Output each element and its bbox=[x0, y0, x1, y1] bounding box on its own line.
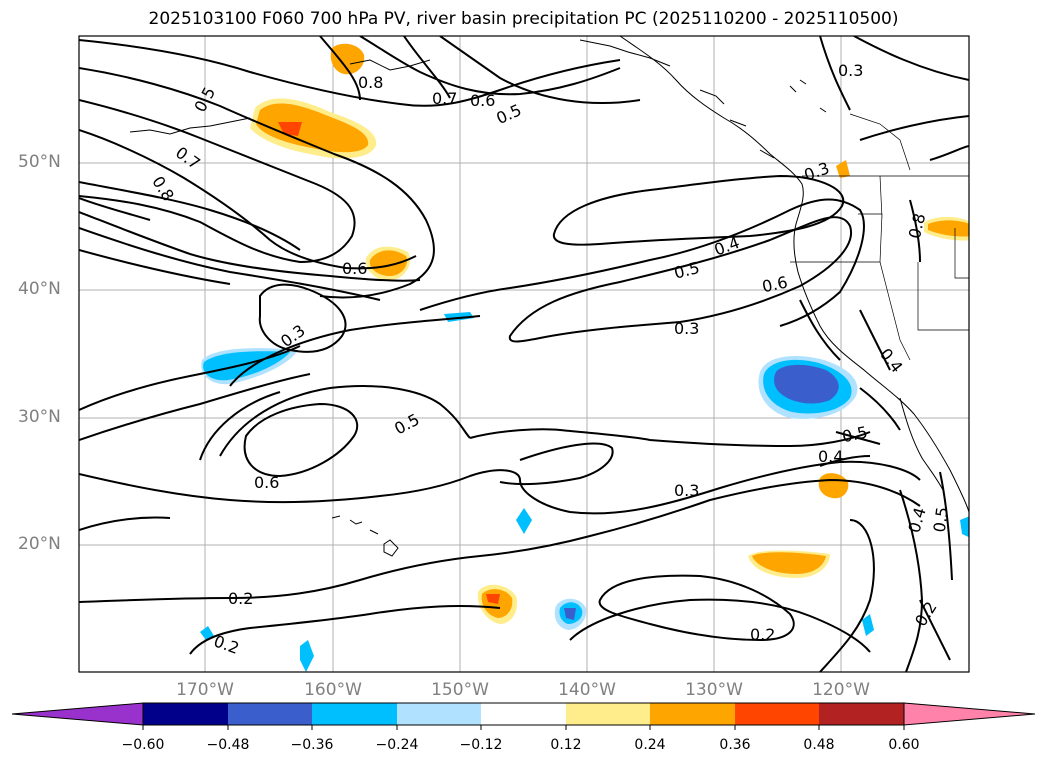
contour-label: 0.5 bbox=[840, 422, 869, 446]
contour-label: 0.8 bbox=[358, 73, 383, 92]
colorbar-tick-label: 0.24 bbox=[634, 737, 666, 753]
colorbar-box bbox=[143, 703, 228, 725]
colorbar-box bbox=[481, 703, 566, 725]
colorbar-tick-label: 0.12 bbox=[550, 737, 582, 753]
colorbar-tick-label: −0.12 bbox=[459, 737, 503, 753]
contour-label: 0.2 bbox=[911, 598, 941, 630]
contour-label: 0.6 bbox=[470, 91, 495, 110]
lat-label: 50°N bbox=[18, 152, 61, 172]
colorbar-box bbox=[735, 703, 819, 725]
contour-label: 0.5 bbox=[190, 84, 219, 115]
contour-label: 0.2 bbox=[228, 589, 253, 608]
contour-label: 0.2 bbox=[750, 625, 775, 644]
gridlines bbox=[79, 36, 969, 672]
colorbar-tick-label: −0.24 bbox=[375, 737, 419, 753]
contour-label: 0.3 bbox=[838, 61, 863, 80]
pv-contours bbox=[79, 36, 969, 672]
lon-label: 150°W bbox=[431, 680, 489, 700]
contour-label: 0.5 bbox=[493, 100, 524, 128]
colorbar-tick-label: −0.48 bbox=[206, 737, 250, 753]
contour-label: 0.7 bbox=[172, 143, 204, 173]
contour-label: 0.2 bbox=[211, 631, 241, 658]
colorbar-tick-label: 0.60 bbox=[888, 737, 920, 753]
lon-label: 120°W bbox=[812, 680, 870, 700]
contour-label: 0.5 bbox=[672, 258, 701, 283]
lon-label: 160°W bbox=[304, 680, 362, 700]
contour-label: 0.8 bbox=[148, 173, 178, 205]
colorbar-tick-label: −0.60 bbox=[121, 737, 165, 753]
contour-label: 0.3 bbox=[674, 481, 699, 500]
contour-label: 0.8 bbox=[905, 211, 930, 240]
lat-label: 20°N bbox=[18, 534, 61, 554]
contour-label: 0.6 bbox=[254, 473, 279, 492]
lat-label: 40°N bbox=[18, 279, 61, 299]
contour-label: 0.6 bbox=[760, 272, 789, 296]
colorbar-box bbox=[566, 703, 650, 725]
contour-label: 0.5 bbox=[930, 506, 952, 534]
colorbar-tick-label: 0.48 bbox=[803, 737, 835, 753]
precip-shading bbox=[200, 43, 969, 672]
colorbar-tick-label: −0.36 bbox=[290, 737, 334, 753]
colorbar bbox=[11, 702, 1036, 730]
islands bbox=[331, 515, 399, 557]
colorbar-box bbox=[819, 703, 904, 725]
coastlines bbox=[129, 36, 969, 513]
contour-label: 0.4 bbox=[818, 447, 843, 466]
borders bbox=[790, 113, 969, 361]
lon-label: 140°W bbox=[558, 680, 616, 700]
colorbar-extend-high bbox=[903, 702, 1036, 726]
colorbar-tick-label: 0.36 bbox=[719, 737, 751, 753]
map-frame bbox=[78, 35, 970, 673]
contour-label: 0.3 bbox=[802, 158, 832, 185]
colorbar-extend-low bbox=[11, 702, 144, 726]
contour-label: 0.4 bbox=[905, 505, 930, 535]
lon-label: 170°W bbox=[176, 680, 234, 700]
lon-label: 130°W bbox=[685, 680, 743, 700]
contour-label: 0.5 bbox=[391, 410, 422, 439]
colorbar-box bbox=[312, 703, 397, 725]
contour-label: 0.3 bbox=[674, 319, 699, 338]
map-title: 2025103100 F060 700 hPa PV, river basin … bbox=[148, 9, 899, 29]
contour-label: 0.7 bbox=[432, 89, 457, 108]
colorbar-box bbox=[228, 703, 312, 725]
lat-label: 30°N bbox=[18, 407, 61, 427]
colorbar-box bbox=[397, 703, 481, 725]
contour-label: 0.6 bbox=[342, 259, 367, 278]
colorbar-box bbox=[650, 703, 735, 725]
